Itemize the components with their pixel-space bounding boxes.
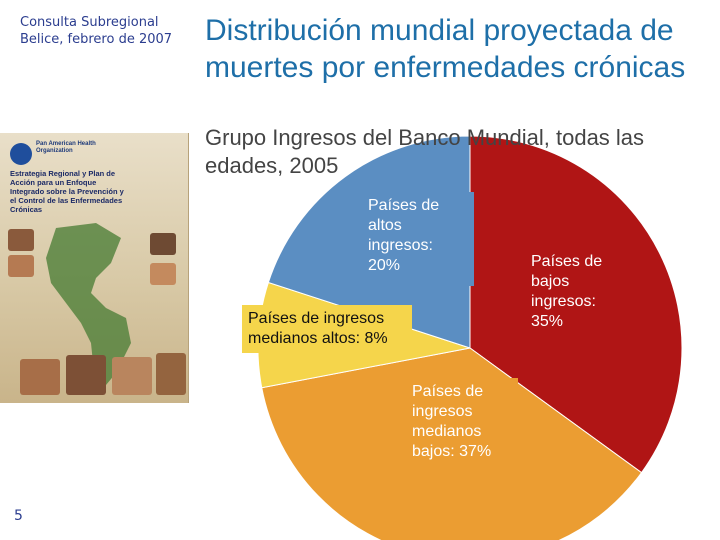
slide-title: Distribución mundial proyectada de muert… xyxy=(205,14,686,84)
label-high-income: Países de altos ingresos: 20% xyxy=(362,192,474,286)
cover-photo-2 xyxy=(8,255,34,277)
paho-logo-icon xyxy=(10,143,32,165)
cover-photo-1 xyxy=(8,229,34,251)
page-number: 5 xyxy=(14,508,23,524)
label-upper-middle-income: Países de ingresos medianos altos: 8% xyxy=(242,305,412,353)
label-low-income: Países de bajos ingresos: 35% xyxy=(525,248,637,342)
cover-title: Estrategia Regional y Plan de Acción par… xyxy=(10,169,124,214)
cover-photo-3 xyxy=(150,233,176,255)
cover-org-name: Pan American Health Organization xyxy=(36,141,96,154)
cover-header: Pan American Health Organization xyxy=(10,139,180,167)
sidebar: Consulta Subregional Belice, febrero de … xyxy=(0,0,190,540)
slide-subtitle: Grupo Ingresos del Banco Mundial, todas … xyxy=(205,125,645,178)
cover-photo-5 xyxy=(20,359,60,395)
cover-photo-7 xyxy=(112,357,152,395)
cover-photo-4 xyxy=(150,263,176,285)
conference-line-2: Belice, febrero de 2007 xyxy=(20,32,173,47)
report-cover-image: Pan American Health Organization Estrate… xyxy=(0,133,189,403)
cover-photo-6 xyxy=(66,355,106,395)
conference-line-1: Consulta Subregional xyxy=(20,15,159,30)
label-lower-middle-income: Países de ingresos medianos bajos: 37% xyxy=(406,378,518,470)
conference-caption: Consulta Subregional Belice, febrero de … xyxy=(20,14,172,48)
cover-photo-8 xyxy=(156,353,186,395)
americas-map-icon xyxy=(46,223,131,391)
